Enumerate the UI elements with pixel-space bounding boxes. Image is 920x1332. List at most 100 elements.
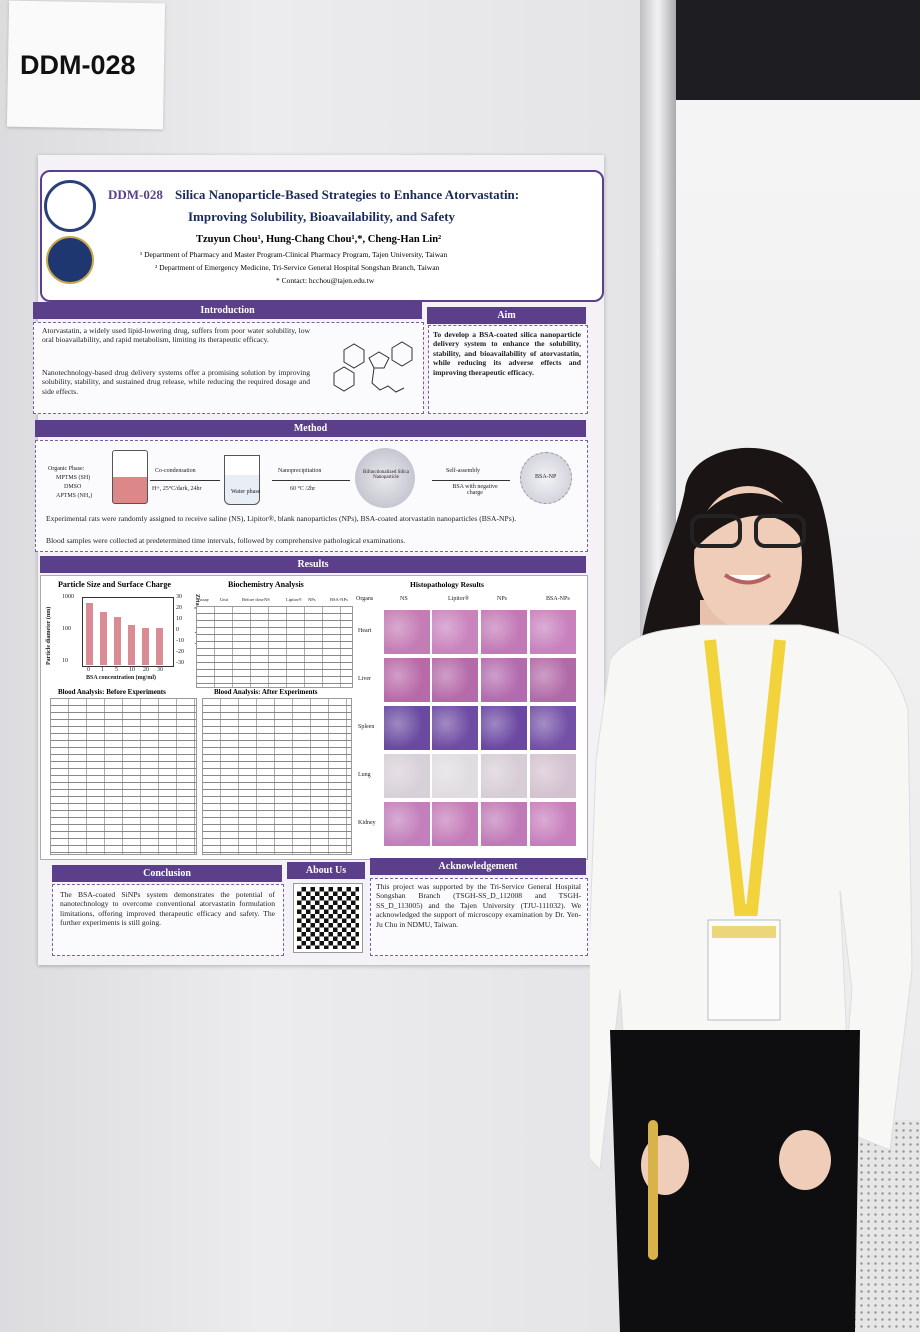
sign-text: DDM-028 — [20, 50, 136, 80]
bar — [114, 617, 121, 665]
histology-image — [481, 754, 527, 798]
histology-image — [530, 706, 576, 750]
organ-label: Heart — [358, 628, 372, 634]
table — [50, 698, 197, 855]
histology-image — [481, 706, 527, 750]
histo-header: NS — [400, 596, 408, 602]
y2-tick-label: 10 — [176, 616, 182, 622]
histology-image — [481, 658, 527, 702]
method-label: BSA-NP — [535, 474, 557, 480]
histology-image — [481, 610, 527, 654]
y2-tick-label: 0 — [176, 627, 179, 633]
molecule — [333, 341, 413, 393]
table — [196, 606, 353, 688]
plot-area — [82, 597, 174, 667]
bottle — [112, 450, 148, 504]
histology-image — [530, 754, 576, 798]
y2-tick-label: -10 — [176, 638, 184, 644]
y2-tick-label: -20 — [176, 649, 184, 655]
method-label: Organic Phase: — [48, 466, 85, 472]
bullet: Blood samples were collected at predeter… — [46, 536, 406, 545]
histo-header: Lipitor® — [448, 596, 470, 602]
y2-tick-label: 20 — [176, 605, 182, 611]
histology-image — [481, 802, 527, 846]
histology-image — [432, 754, 478, 798]
sub-heading: Biochemistry Analysis — [228, 580, 304, 589]
sub-heading: Histopathology Results — [410, 580, 484, 589]
poster-code: DDM-028 — [108, 187, 163, 202]
contact: * Contact: hcchou@tajen.edu.tw — [276, 276, 375, 285]
aim-box — [428, 325, 588, 414]
bullet: Atorvastatin, a widely used lipid-loweri… — [42, 326, 310, 345]
axis-label: Particle diameter (nm) — [46, 606, 52, 665]
y-tick-label: 10 — [62, 658, 68, 664]
histology-image — [384, 658, 430, 702]
bsa-np — [520, 452, 572, 504]
histo-header: NPs — [497, 596, 508, 602]
method-label: Water phase — [231, 489, 261, 495]
x-tick-label: 10 — [129, 667, 135, 673]
x-tick-label: 30 — [157, 667, 163, 673]
histo-header: Organs — [356, 596, 374, 602]
intro-box — [33, 322, 424, 414]
y2-tick-label: 30 — [176, 594, 182, 600]
bullet: Nanotechnology-based drug delivery syste… — [42, 368, 310, 396]
x-tick-label: 1 — [101, 667, 104, 673]
conclusion-box — [52, 884, 284, 956]
section-heading: Acknowledgement — [370, 858, 586, 875]
authors: Tzuyun Chou¹, Hung-Chang Chou¹,*, Cheng-… — [196, 234, 442, 245]
ack-box — [370, 878, 588, 956]
organ-label: Kidney — [358, 820, 376, 826]
section-heading: Aim — [427, 307, 586, 324]
ceiling — [676, 0, 920, 100]
organ-label: Spleen — [358, 724, 375, 730]
bar — [156, 628, 163, 665]
table — [202, 698, 352, 855]
aim-text: To develop a BSA-coated silica nanoparti… — [433, 330, 581, 377]
method-label: MPTMS (SH) — [56, 475, 91, 481]
y2-tick-label: -30 — [176, 660, 184, 666]
histology-image — [530, 610, 576, 654]
organ-label: Liver — [358, 676, 371, 682]
histology-image — [432, 802, 478, 846]
title: Silica Nanoparticle-Based Strategies to … — [175, 187, 520, 202]
y-tick-label: 100 — [62, 626, 71, 632]
arrow — [272, 480, 350, 481]
header-box — [40, 170, 604, 302]
logo — [44, 180, 96, 232]
table-header: NPs — [308, 597, 316, 602]
table-header: NS — [264, 597, 270, 602]
method-label: BSA with negative charge — [452, 484, 498, 496]
table-header: Lipitor® — [286, 597, 302, 602]
table-header: BSA-NPs — [330, 597, 348, 602]
nanoparticle — [355, 448, 415, 508]
conclusion-text: The BSA-coated SiNPs system demonstrates… — [60, 890, 275, 928]
ack-text: This project was supported by the Tri-Se… — [376, 882, 581, 929]
affiliation: ² Department of Emergency Medicine, Tri-… — [155, 263, 440, 272]
histology-image — [384, 610, 430, 654]
bar — [86, 603, 93, 665]
bar — [100, 612, 107, 665]
x-tick-label: 20 — [143, 667, 149, 673]
section-heading: Method — [35, 420, 586, 437]
person — [590, 447, 913, 1332]
section-heading: Results — [40, 556, 586, 573]
table-header: Assay — [198, 597, 209, 602]
sub-heading: Blood Analysis: After Experiments — [214, 688, 318, 696]
bullet: Experimental rats were randomly assigned… — [46, 514, 517, 523]
method-label: 60 °C /2hr — [290, 486, 316, 492]
axis-label: BSA concentration (mg/ml) — [86, 675, 156, 681]
bar — [142, 628, 149, 665]
histology-image — [432, 706, 478, 750]
affiliation: ¹ Department of Pharmacy and Master Prog… — [140, 250, 448, 259]
histo-header: BSA-NPs — [546, 596, 570, 602]
method-label: DMSO — [64, 484, 82, 490]
method-label: APTMS (NH₂) — [56, 493, 93, 499]
x-tick-label: 5 — [115, 667, 118, 673]
histology-image — [384, 802, 430, 846]
section-heading: Conclusion — [52, 865, 282, 882]
title: Improving Solubility, Bioavailability, a… — [188, 209, 456, 224]
sub-heading: Blood Analysis: Before Experiments — [58, 688, 166, 696]
beaker — [224, 455, 260, 505]
